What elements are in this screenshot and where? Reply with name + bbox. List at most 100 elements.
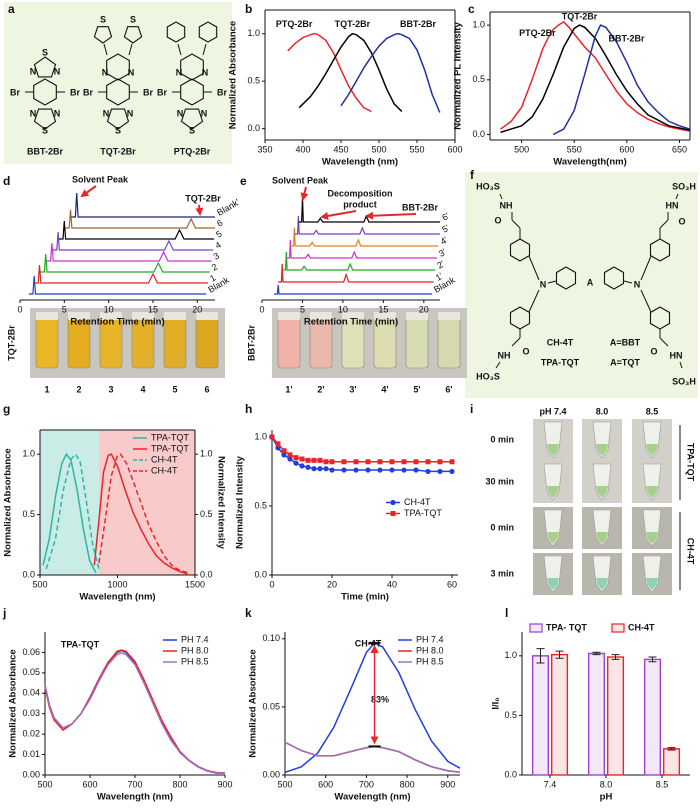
y-tick-label: 0.00 <box>22 769 40 779</box>
x-tick-label: 900 <box>440 779 455 789</box>
x-tick-label: 600 <box>447 144 462 154</box>
data-point <box>329 459 335 465</box>
x-tick-label: 15 <box>148 304 158 314</box>
legend-swatch <box>611 623 625 633</box>
x-tick-label: 500 <box>277 779 292 789</box>
legend-swatch <box>529 623 543 633</box>
trace-label: 4 <box>213 240 222 251</box>
y-axis-label: Normalized PL Intensity <box>453 22 464 130</box>
panel-label: c <box>468 2 475 16</box>
series-line <box>271 436 452 473</box>
data-point <box>275 441 281 447</box>
trace <box>34 264 208 284</box>
atom-label: N <box>201 108 208 118</box>
y-axis-label: Normalized Absorbance <box>3 448 14 556</box>
x-tick-label: 800 <box>400 779 415 789</box>
x-tick-label: 60 <box>447 579 457 589</box>
column-label: 8.0 <box>596 406 609 416</box>
trace <box>282 251 436 271</box>
y-tick-label: 0.0 <box>504 769 517 779</box>
x-tick-label: 700 <box>359 779 374 789</box>
data-point <box>401 467 407 473</box>
data-point <box>311 466 317 472</box>
tube-liquid <box>547 578 559 590</box>
series-label: BBT-2Br <box>400 19 437 29</box>
data-point <box>305 457 311 463</box>
atom-label: N <box>127 108 134 118</box>
x-tick-label: 550 <box>409 144 424 154</box>
x-tick-label: 550 <box>567 144 582 154</box>
atom-label: N <box>54 66 61 76</box>
bond <box>659 337 669 347</box>
y-tick-label: 0.00 <box>262 769 280 779</box>
trace <box>52 231 214 251</box>
x-axis-label: Wavelength (nm) <box>79 592 155 603</box>
legend-text: A=TQT <box>610 357 640 367</box>
atom-label: N <box>202 67 209 77</box>
y-tick-label: 1.0 <box>504 650 517 660</box>
x-axis-label: Retention Time (min) <box>304 317 398 328</box>
annotation: CH-4T <box>355 638 382 648</box>
x-axis-label: Wavelength (nm) <box>322 157 398 168</box>
bar <box>606 656 625 776</box>
trace <box>65 209 215 229</box>
bond <box>623 280 633 284</box>
y-tick-label: 0.03 <box>22 708 40 718</box>
tube-liquid <box>596 486 608 498</box>
x-tick-label: 500 <box>32 579 47 589</box>
y-tick-label: 0.0 <box>247 123 260 133</box>
data-point <box>323 466 329 472</box>
legend-label: CH-4T <box>404 497 431 507</box>
data-point <box>389 467 395 473</box>
y-tick-label: 0.5 <box>472 74 485 84</box>
atom-label: HO₃S <box>476 371 500 381</box>
x-axis-label: Wavelength (nm) <box>334 792 410 803</box>
data-point <box>389 459 395 465</box>
photo <box>30 308 225 378</box>
legend-label: TPA- TQT <box>546 622 587 632</box>
shaded-band <box>98 430 195 575</box>
series-label: PTQ-2Br <box>276 19 313 29</box>
series-line <box>44 649 225 774</box>
atom-label: N <box>54 108 61 118</box>
y-tick-label: 0.0 <box>254 569 267 579</box>
bond <box>202 43 207 56</box>
x-tick-label: 5 <box>300 304 305 314</box>
ring <box>106 53 130 81</box>
arrow <box>365 211 417 220</box>
vial <box>35 315 59 369</box>
arrow <box>195 204 204 216</box>
bond <box>511 337 521 347</box>
error-bar <box>592 651 601 656</box>
x-tick-label: 8.5 <box>656 779 669 789</box>
arrow <box>300 186 309 201</box>
ring <box>106 78 130 106</box>
data-point <box>353 467 359 473</box>
group-label: CH-4T <box>686 538 696 565</box>
data-point <box>413 467 419 473</box>
series-line <box>552 24 691 136</box>
series-label: BBT-2Br <box>609 34 646 44</box>
x-tick-label: 650 <box>672 144 687 154</box>
trace <box>46 242 212 262</box>
group-label: TPA-TQT <box>686 443 696 482</box>
x-tick-label: 600 <box>82 779 97 789</box>
data-point <box>293 455 299 461</box>
legend-marker <box>390 499 396 506</box>
bond <box>659 219 669 229</box>
legend-label: PH 8.5 <box>416 656 444 666</box>
x-tick-label: 10 <box>338 304 348 314</box>
atom-label: S <box>100 14 106 24</box>
x-tick-label: 15 <box>378 304 388 314</box>
atom-label: Br <box>157 87 167 97</box>
trace-label: 4' <box>439 235 450 247</box>
y2-tick-label: 1.0 <box>200 449 213 459</box>
trace-label: 1' <box>434 271 445 283</box>
data-point <box>323 459 329 465</box>
shaded-band <box>40 430 99 575</box>
trace <box>290 227 439 247</box>
y-tick-label: 1.0 <box>254 431 267 441</box>
vial <box>405 315 429 369</box>
ring <box>180 108 204 130</box>
y-tick-label: 0.5 <box>504 710 517 720</box>
